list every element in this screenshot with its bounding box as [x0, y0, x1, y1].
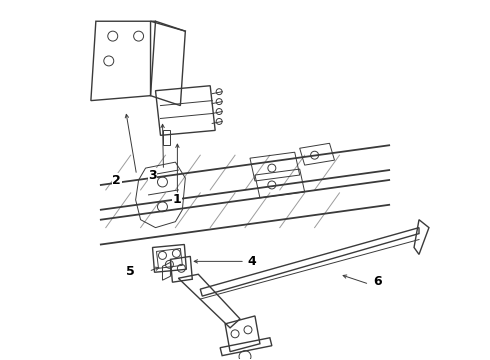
Text: 4: 4 — [247, 255, 256, 268]
Text: 1: 1 — [173, 193, 182, 206]
Text: 3: 3 — [148, 168, 157, 181]
Text: 6: 6 — [373, 275, 382, 288]
Text: 5: 5 — [126, 265, 135, 278]
Text: 2: 2 — [112, 174, 121, 186]
